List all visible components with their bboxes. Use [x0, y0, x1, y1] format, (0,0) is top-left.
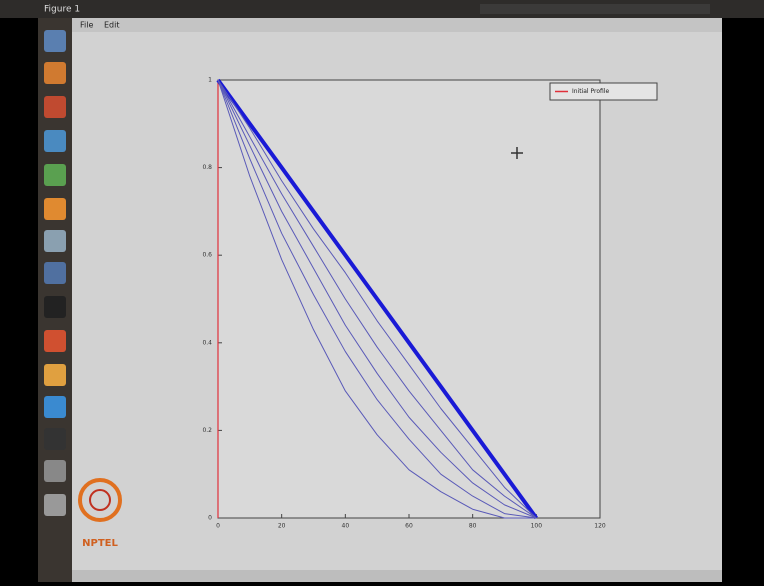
legend-label: Initial Profile	[572, 88, 609, 95]
x-tick-label: 0	[216, 523, 220, 530]
screen: Figure 1 File Edit NPTEL 0 20 40 60 80 100 120…	[0, 0, 764, 582]
menu-item[interactable]: Edit	[104, 21, 120, 30]
menu-item[interactable]: File	[80, 21, 93, 30]
x-tick-label: 100	[531, 523, 543, 530]
y-tick-label: 1	[208, 77, 212, 84]
y-tick-label: 0.6	[202, 252, 212, 259]
menu-bar	[72, 18, 722, 32]
x-tick-label: 40	[342, 523, 350, 530]
launcher-icons	[44, 30, 66, 516]
watermark: NPTEL	[82, 538, 118, 549]
y-tick-label: 0.2	[202, 427, 212, 434]
x-tick-label: 20	[278, 523, 286, 530]
x-tick-label: 60	[405, 523, 413, 530]
y-tick-label: 0.8	[202, 164, 212, 171]
axes	[218, 80, 600, 518]
status-bar	[72, 570, 722, 582]
x-tick-label: 120	[594, 523, 606, 530]
window-title: Figure 1	[44, 5, 80, 15]
panel-indicators	[480, 4, 710, 14]
x-tick-label: 80	[469, 523, 477, 530]
y-tick-label: 0.4	[202, 339, 212, 346]
y-tick-label: 0	[208, 515, 212, 522]
